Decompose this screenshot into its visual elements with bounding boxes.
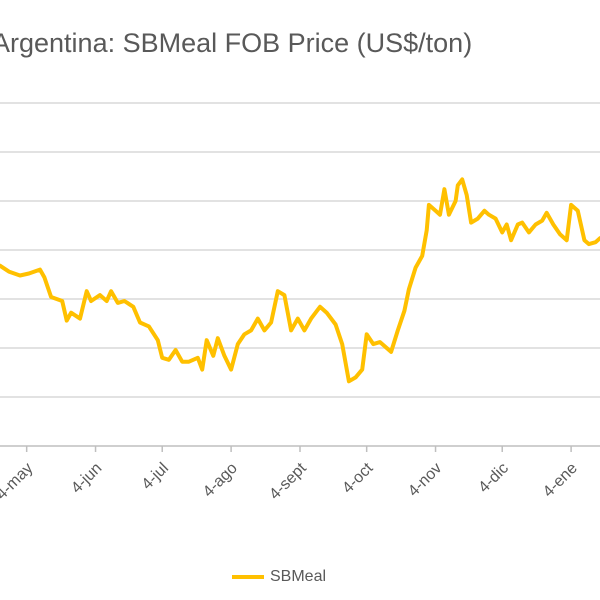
x-tick-label: 4-may <box>0 460 36 503</box>
x-tick-label: 4-nov <box>405 460 445 500</box>
x-tick-label: 4-dic <box>475 460 512 497</box>
x-tick-label: 4-ene <box>540 460 581 501</box>
x-tick-label: 4-sept <box>266 459 310 503</box>
legend-label: SBMeal <box>270 568 326 585</box>
chart-title: Argentina: SBMeal FOB Price (US$/ton) <box>0 28 472 58</box>
x-tick-label: 4-jun <box>68 460 105 497</box>
x-tick-label: 4-jul <box>139 460 172 493</box>
x-tick-label: 4-oct <box>339 459 377 497</box>
line-series <box>0 177 600 384</box>
x-tick-label: 4-ago <box>200 460 241 501</box>
